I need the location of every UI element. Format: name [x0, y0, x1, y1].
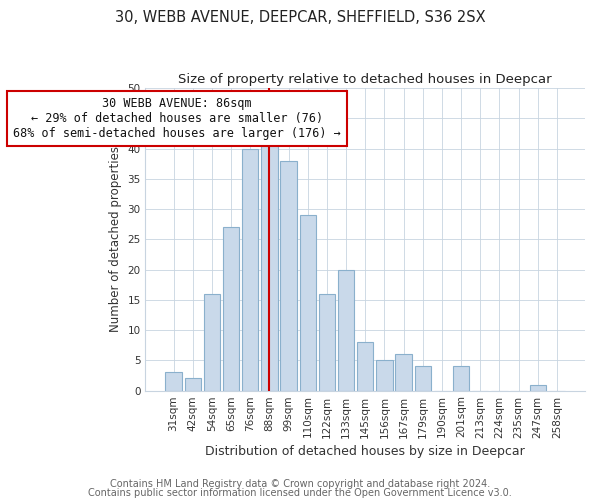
Text: 30, WEBB AVENUE, DEEPCAR, SHEFFIELD, S36 2SX: 30, WEBB AVENUE, DEEPCAR, SHEFFIELD, S36…	[115, 10, 485, 25]
Bar	[204, 294, 220, 390]
Bar	[530, 384, 546, 390]
Text: Contains HM Land Registry data © Crown copyright and database right 2024.: Contains HM Land Registry data © Crown c…	[110, 479, 490, 489]
Bar	[415, 366, 431, 390]
Title: Size of property relative to detached houses in Deepcar: Size of property relative to detached ho…	[178, 72, 552, 86]
Bar	[376, 360, 392, 390]
Bar	[395, 354, 412, 390]
Bar	[261, 142, 278, 390]
Bar	[242, 148, 259, 390]
Bar	[166, 372, 182, 390]
Bar	[453, 366, 469, 390]
Bar	[299, 215, 316, 390]
Text: 30 WEBB AVENUE: 86sqm
← 29% of detached houses are smaller (76)
68% of semi-deta: 30 WEBB AVENUE: 86sqm ← 29% of detached …	[13, 97, 341, 140]
Bar	[319, 294, 335, 390]
X-axis label: Distribution of detached houses by size in Deepcar: Distribution of detached houses by size …	[205, 444, 525, 458]
Bar	[185, 378, 201, 390]
Y-axis label: Number of detached properties: Number of detached properties	[109, 146, 122, 332]
Bar	[223, 227, 239, 390]
Bar	[357, 342, 373, 390]
Text: Contains public sector information licensed under the Open Government Licence v3: Contains public sector information licen…	[88, 488, 512, 498]
Bar	[338, 270, 354, 390]
Bar	[280, 160, 297, 390]
